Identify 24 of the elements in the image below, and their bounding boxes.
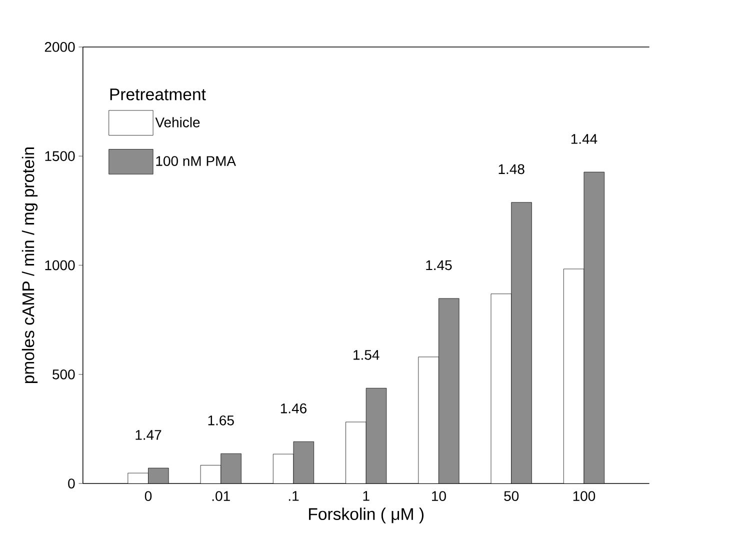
y-tick-label: 1000 <box>45 260 75 270</box>
x-tick-label: .01 <box>212 490 230 501</box>
legend-title: Pretreatment <box>110 88 206 100</box>
y-axis-title: pmoles cAMP / min / mg protein <box>22 147 38 383</box>
annotation: 1.48 <box>498 164 524 174</box>
legend-label: Vehicle <box>155 116 200 128</box>
y-tick-label: 0 <box>68 478 75 488</box>
annotation: 1.54 <box>354 350 380 360</box>
x-tick-label: .1 <box>288 490 299 501</box>
annotation: 1.46 <box>280 403 306 414</box>
y-tick-label: 500 <box>52 369 75 380</box>
annotation: 1.47 <box>136 430 162 440</box>
x-tick-label: 100 <box>573 490 596 501</box>
x-tick-label: 10 <box>432 490 446 501</box>
legend-label: 100 nM PMA <box>156 156 236 166</box>
annotation: 1.65 <box>208 415 234 426</box>
x-tick-label: 50 <box>504 490 519 501</box>
x-tick-label: 1 <box>363 490 370 501</box>
y-tick-label: 1500 <box>45 151 75 161</box>
y-tick-label: 2000 <box>44 42 75 52</box>
x-axis-title: Forskolin ( μM ) <box>309 508 424 524</box>
annotation: 1.45 <box>426 260 452 270</box>
x-tick-label: 0 <box>144 490 152 501</box>
annotation: 1.44 <box>571 134 598 144</box>
